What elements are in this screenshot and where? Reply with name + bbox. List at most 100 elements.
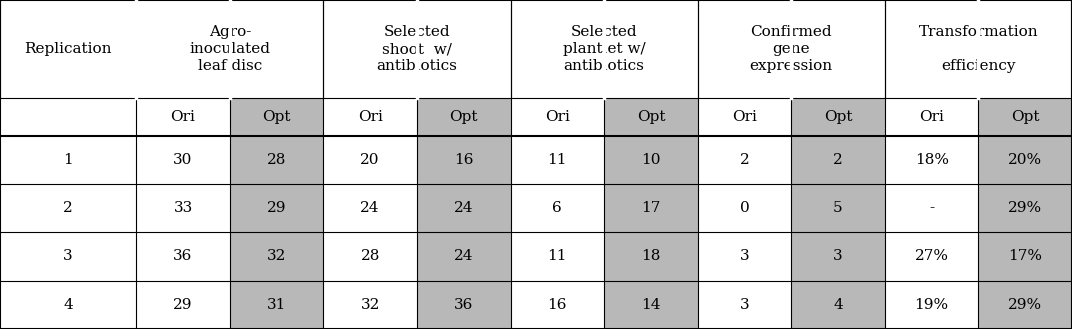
Text: 27%: 27% (914, 249, 949, 264)
Text: 20: 20 (360, 153, 379, 167)
Bar (605, 98, 698, 136)
Text: Ori: Ori (732, 110, 757, 124)
Text: 24: 24 (455, 201, 474, 215)
Bar (510, 184, 605, 232)
Bar (979, 281, 1072, 329)
Bar (136, 184, 229, 232)
Text: 11: 11 (548, 249, 567, 264)
Text: 16: 16 (455, 153, 474, 167)
Bar (136, 0, 324, 98)
Text: Transformation

efficiency: Transformation efficiency (919, 25, 1039, 73)
Bar (605, 184, 698, 232)
Text: Opt: Opt (263, 110, 291, 124)
Text: Agro-
inoculated
leaf disc: Agro- inoculated leaf disc (190, 25, 270, 73)
Bar (605, 281, 698, 329)
Text: Confirmed
gene
expression: Confirmed gene expression (749, 25, 833, 73)
Bar (324, 0, 510, 98)
Bar (324, 136, 417, 184)
Bar (324, 232, 417, 281)
Bar (698, 98, 791, 136)
Text: 29%: 29% (1008, 298, 1042, 312)
Bar (979, 184, 1072, 232)
Text: Selected
plantlet w/
antibiotics: Selected plantlet w/ antibiotics (563, 25, 645, 73)
Text: Ori: Ori (545, 110, 569, 124)
Text: 17: 17 (641, 201, 660, 215)
Bar (136, 136, 229, 184)
Bar (979, 98, 1072, 136)
Bar (417, 184, 510, 232)
Text: 2: 2 (833, 153, 843, 167)
Bar (0, 184, 136, 232)
Bar (417, 281, 510, 329)
Text: Ori: Ori (358, 110, 383, 124)
Bar (417, 136, 510, 184)
Text: 3: 3 (63, 249, 73, 264)
Bar (884, 232, 979, 281)
Bar (791, 136, 884, 184)
Bar (417, 98, 510, 136)
Text: 32: 32 (360, 298, 379, 312)
Text: 3: 3 (740, 298, 749, 312)
Bar (510, 0, 698, 98)
Bar (698, 184, 791, 232)
Bar (698, 281, 791, 329)
Bar (605, 136, 698, 184)
Text: 6: 6 (552, 201, 562, 215)
Text: 28: 28 (360, 249, 379, 264)
Bar (884, 184, 979, 232)
Text: 4: 4 (63, 298, 73, 312)
Text: 4: 4 (833, 298, 843, 312)
Bar (324, 184, 417, 232)
Bar (229, 184, 324, 232)
Bar (0, 232, 136, 281)
Text: 29: 29 (174, 298, 193, 312)
Text: Replication: Replication (25, 42, 111, 56)
Bar (229, 98, 324, 136)
Bar (229, 136, 324, 184)
Bar (510, 136, 605, 184)
Bar (136, 98, 229, 136)
Bar (136, 232, 229, 281)
Text: 36: 36 (455, 298, 474, 312)
Text: 19%: 19% (914, 298, 949, 312)
Bar (229, 281, 324, 329)
Bar (136, 281, 229, 329)
Text: Opt: Opt (637, 110, 665, 124)
Bar (0, 136, 136, 184)
Bar (698, 0, 884, 98)
Bar (698, 136, 791, 184)
Bar (0, 98, 136, 136)
Bar (605, 232, 698, 281)
Bar (229, 232, 324, 281)
Text: 2: 2 (740, 153, 749, 167)
Text: 14: 14 (641, 298, 660, 312)
Bar (884, 98, 979, 136)
Bar (324, 281, 417, 329)
Text: 20%: 20% (1008, 153, 1042, 167)
Text: 5: 5 (833, 201, 843, 215)
Text: 10: 10 (641, 153, 660, 167)
Text: 17%: 17% (1008, 249, 1042, 264)
Text: 1: 1 (63, 153, 73, 167)
Bar (510, 232, 605, 281)
Text: 2: 2 (63, 201, 73, 215)
Bar (417, 232, 510, 281)
Text: Ori: Ori (919, 110, 944, 124)
Text: 3: 3 (833, 249, 843, 264)
Text: Opt: Opt (823, 110, 852, 124)
Text: 0: 0 (740, 201, 749, 215)
Text: 33: 33 (174, 201, 193, 215)
Bar (884, 136, 979, 184)
Bar (791, 98, 884, 136)
Text: 29%: 29% (1008, 201, 1042, 215)
Text: 32: 32 (267, 249, 286, 264)
Text: 3: 3 (740, 249, 749, 264)
Text: 24: 24 (455, 249, 474, 264)
Text: 29: 29 (267, 201, 286, 215)
Bar (884, 281, 979, 329)
Text: 18%: 18% (914, 153, 949, 167)
Text: 36: 36 (174, 249, 193, 264)
Text: Selected
shoot  w/
antibiotics: Selected shoot w/ antibiotics (376, 25, 458, 73)
Bar (698, 232, 791, 281)
Bar (884, 0, 1072, 98)
